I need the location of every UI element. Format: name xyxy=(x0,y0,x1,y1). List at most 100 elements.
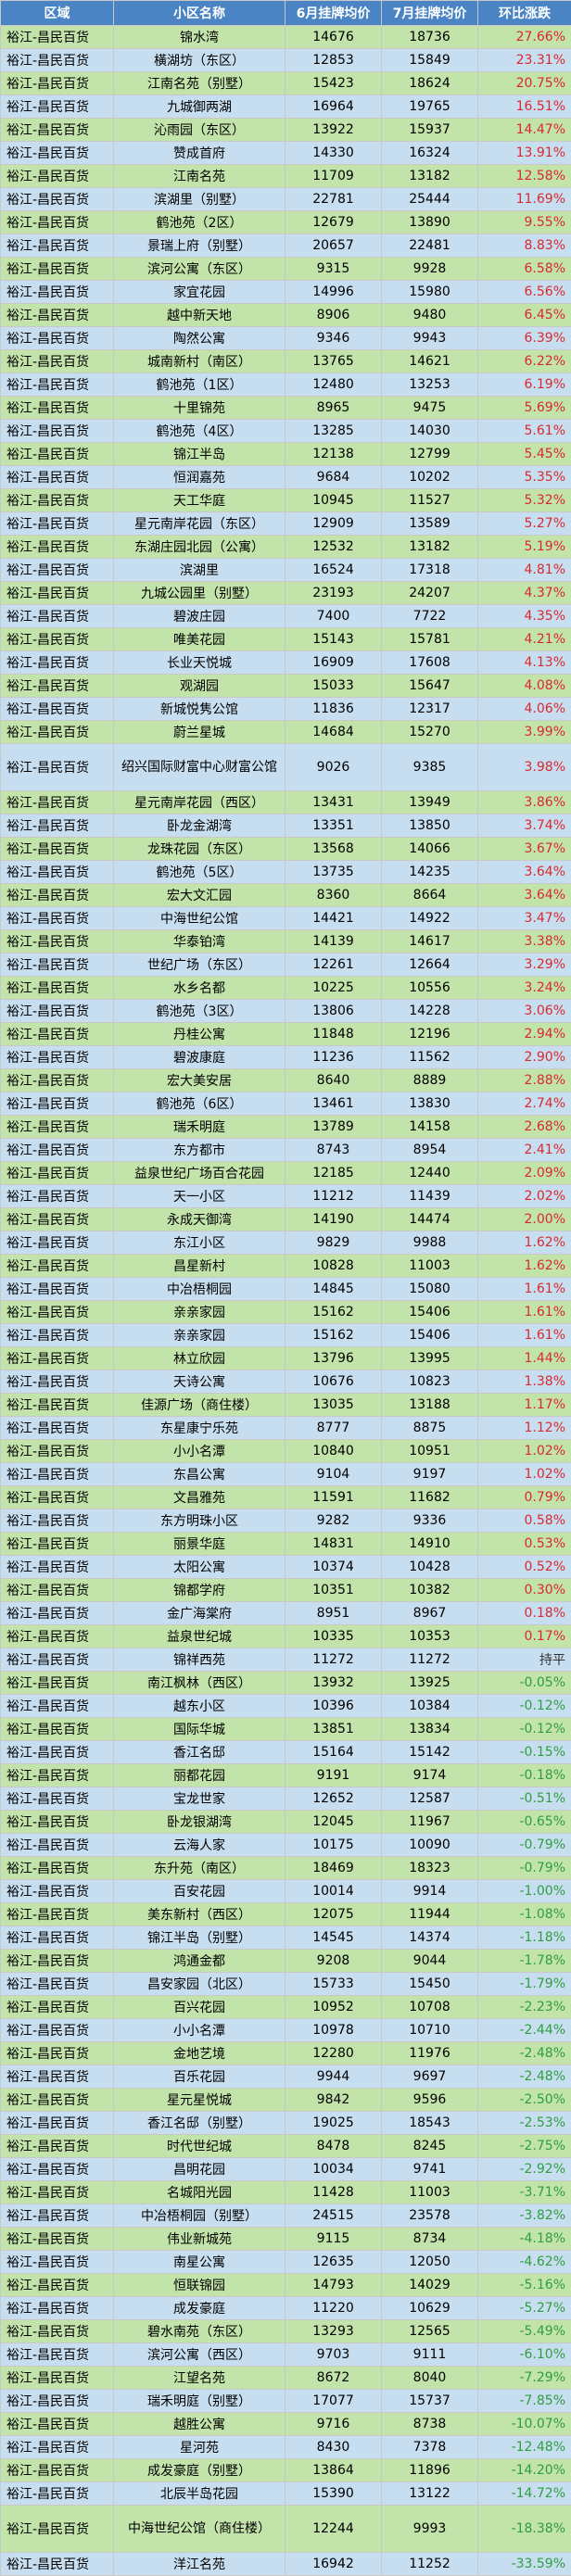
cell-community-name: 滨河公寓（西区） xyxy=(114,2343,286,2367)
cell-community-name: 锦祥西苑 xyxy=(114,1648,286,1672)
cell-community-name: 沁雨园（东区） xyxy=(114,119,286,142)
cell-change: 6.22% xyxy=(478,350,571,373)
cell-july-price: 9197 xyxy=(382,1463,478,1486)
cell-july-price: 9480 xyxy=(382,304,478,327)
cell-change: 3.29% xyxy=(478,953,571,977)
cell-area: 裕江-昌民百货 xyxy=(1,350,114,373)
cell-area: 裕江-昌民百货 xyxy=(1,651,114,675)
cell-change: 0.52% xyxy=(478,1556,571,1579)
cell-july-price: 18736 xyxy=(382,26,478,49)
cell-area: 裕江-昌民百货 xyxy=(1,1046,114,1069)
cell-change: 23.31% xyxy=(478,49,571,72)
cell-area: 裕江-昌民百货 xyxy=(1,884,114,907)
cell-change: 5.32% xyxy=(478,489,571,512)
cell-community-name: 天诗公寓 xyxy=(114,1370,286,1394)
cell-community-name: 锦水湾 xyxy=(114,26,286,49)
cell-community-name: 益泉世纪城 xyxy=(114,1625,286,1648)
cell-june-price: 12280 xyxy=(286,2042,382,2065)
cell-july-price: 19765 xyxy=(382,95,478,119)
cell-area: 裕江-昌民百货 xyxy=(1,1278,114,1301)
cell-june-price: 20657 xyxy=(286,234,382,258)
cell-community-name: 碧水南苑（东区） xyxy=(114,2320,286,2343)
cell-june-price: 14793 xyxy=(286,2274,382,2297)
cell-july-price: 10710 xyxy=(382,2019,478,2042)
cell-july-price: 13949 xyxy=(382,791,478,814)
cell-area: 裕江-昌民百货 xyxy=(1,258,114,281)
cell-community-name: 九城公园里（别墅） xyxy=(114,582,286,605)
cell-community-name: 天一小区 xyxy=(114,1185,286,1208)
cell-area: 裕江-昌民百货 xyxy=(1,95,114,119)
cell-area: 裕江-昌民百货 xyxy=(1,397,114,420)
cell-community-name: 时代世纪城 xyxy=(114,2135,286,2158)
cell-community-name: 名城阳光园 xyxy=(114,2181,286,2204)
cell-community-name: 十里锦苑 xyxy=(114,397,286,420)
cell-change: 1.17% xyxy=(478,1394,571,1417)
cell-community-name: 金地艺境 xyxy=(114,2042,286,2065)
cell-change: -0.12% xyxy=(478,1695,571,1718)
cell-area: 裕江-昌民百货 xyxy=(1,2019,114,2042)
cell-area: 裕江-昌民百货 xyxy=(1,304,114,327)
cell-july-price: 10384 xyxy=(382,1695,478,1718)
cell-change: -7.29% xyxy=(478,2367,571,2390)
cell-change: -0.79% xyxy=(478,1834,571,1857)
cell-july-price: 18543 xyxy=(382,2112,478,2135)
cell-area: 裕江-昌民百货 xyxy=(1,1741,114,1764)
cell-change: 0.17% xyxy=(478,1625,571,1648)
cell-community-name: 永成天御湾 xyxy=(114,1208,286,1231)
cell-july-price: 13182 xyxy=(382,165,478,188)
cell-june-price: 8965 xyxy=(286,397,382,420)
cell-change: 5.35% xyxy=(478,466,571,489)
cell-community-name: 越东小区 xyxy=(114,1695,286,1718)
cell-community-name: 九城御两湖 xyxy=(114,95,286,119)
cell-change: 1.61% xyxy=(478,1324,571,1347)
cell-change: 6.58% xyxy=(478,258,571,281)
cell-community-name: 滨河公寓（东区） xyxy=(114,258,286,281)
header-community-name: 小区名称 xyxy=(114,1,286,26)
cell-june-price: 9026 xyxy=(286,744,382,791)
cell-july-price: 8245 xyxy=(382,2135,478,2158)
cell-community-name: 观湖园 xyxy=(114,675,286,698)
cell-change: 3.06% xyxy=(478,1000,571,1023)
cell-area: 裕江-昌民百货 xyxy=(1,977,114,1000)
cell-area: 裕江-昌民百货 xyxy=(1,1139,114,1162)
cell-change: -0.18% xyxy=(478,1764,571,1787)
cell-area: 裕江-昌民百货 xyxy=(1,1347,114,1370)
cell-change: 8.83% xyxy=(478,234,571,258)
cell-july-price: 15937 xyxy=(382,119,478,142)
cell-community-name: 江望名苑 xyxy=(114,2367,286,2390)
cell-july-price: 9044 xyxy=(382,1950,478,1973)
cell-change: 3.99% xyxy=(478,721,571,744)
cell-community-name: 小小名潭 xyxy=(114,2019,286,2042)
cell-community-name: 洋江名苑 xyxy=(114,2553,286,2576)
cell-area: 裕江-昌民百货 xyxy=(1,1602,114,1625)
cell-change: -0.65% xyxy=(478,1811,571,1834)
cell-area: 裕江-昌民百货 xyxy=(1,1463,114,1486)
cell-community-name: 恒润嘉苑 xyxy=(114,466,286,489)
cell-july-price: 12440 xyxy=(382,1162,478,1185)
cell-july-price: 8967 xyxy=(382,1602,478,1625)
cell-july-price: 7378 xyxy=(382,2436,478,2459)
cell-change: -5.49% xyxy=(478,2320,571,2343)
cell-community-name: 小小名潭 xyxy=(114,1440,286,1463)
cell-change: 16.51% xyxy=(478,95,571,119)
cell-area: 裕江-昌民百货 xyxy=(1,72,114,95)
cell-july-price: 11527 xyxy=(382,489,478,512)
